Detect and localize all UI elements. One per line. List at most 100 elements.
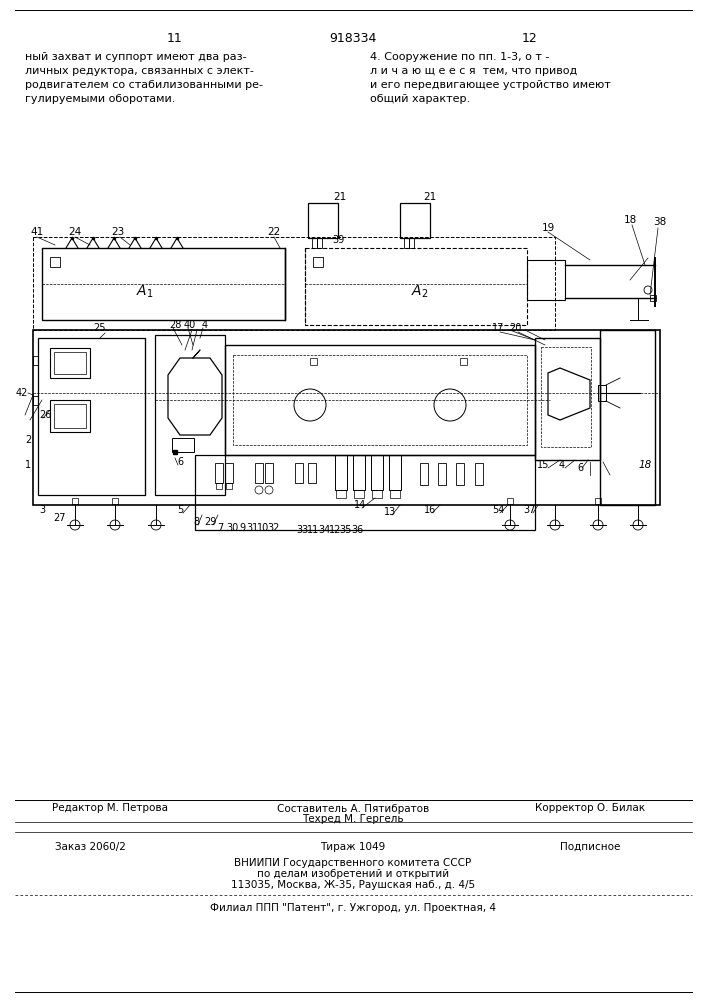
Text: 1: 1	[25, 460, 31, 470]
Bar	[172, 438, 194, 452]
Text: 4: 4	[559, 460, 565, 470]
Text: 39: 39	[332, 235, 344, 245]
Bar	[33, 237, 555, 330]
Bar	[33, 356, 38, 365]
Text: Тираж 1049: Тираж 1049	[320, 842, 385, 852]
Text: 11: 11	[307, 525, 319, 535]
Bar	[308, 203, 338, 238]
Bar	[312, 238, 322, 248]
Text: 13: 13	[384, 507, 396, 517]
Text: 18: 18	[638, 460, 652, 470]
Text: Филиал ППП "Патент", г. Ужгород, ул. Проектная, 4: Филиал ППП "Патент", г. Ужгород, ул. Про…	[210, 903, 496, 913]
Bar	[54, 404, 86, 428]
Bar	[541, 347, 591, 447]
Bar	[527, 260, 565, 300]
Bar	[295, 463, 303, 483]
Text: ВНИИПИ Государственного комитета СССР: ВНИИПИ Государственного комитета СССР	[235, 858, 472, 868]
Bar	[50, 348, 90, 378]
Bar	[460, 358, 467, 365]
Text: 32: 32	[268, 523, 280, 533]
Text: Корректор О. Билак: Корректор О. Билак	[535, 803, 645, 813]
Bar	[38, 338, 145, 495]
Text: 8: 8	[193, 517, 199, 527]
Bar	[54, 352, 86, 374]
Text: по делам изобретений и открытий: по делам изобретений и открытий	[257, 869, 449, 879]
Text: 29: 29	[204, 517, 216, 527]
Bar	[33, 396, 38, 405]
Text: Составитель А. Пятибратов: Составитель А. Пятибратов	[277, 804, 429, 814]
Bar	[390, 490, 400, 498]
Text: 33: 33	[296, 525, 308, 535]
Bar	[255, 463, 263, 483]
Bar	[155, 335, 225, 495]
Bar	[225, 463, 233, 483]
Text: 4: 4	[202, 320, 208, 330]
Text: 35: 35	[340, 525, 352, 535]
Text: ный захват и суппорт имеют два раз-
личных редуктора, связанных с элект-
родвига: ный захват и суппорт имеют два раз- личн…	[25, 52, 263, 104]
Text: 21: 21	[334, 192, 346, 202]
Text: Техред М. Гергель: Техред М. Гергель	[302, 814, 404, 824]
Text: 41: 41	[30, 227, 44, 237]
Text: 4. Сооружение по пп. 1-3, о т -
л и ч а ю щ е е с я  тем, что привод
и его перед: 4. Сооружение по пп. 1-3, о т - л и ч а …	[370, 52, 611, 104]
Bar	[400, 203, 430, 238]
Text: 27: 27	[54, 513, 66, 523]
Text: 9: 9	[239, 523, 245, 533]
Bar	[353, 455, 365, 490]
Text: 5: 5	[177, 505, 183, 515]
Bar	[420, 463, 428, 485]
Bar	[389, 455, 401, 490]
Text: 12: 12	[329, 525, 341, 535]
Text: 3: 3	[39, 505, 45, 515]
Bar	[507, 498, 513, 504]
Text: 30: 30	[226, 523, 238, 533]
Bar	[475, 463, 483, 485]
Bar	[265, 463, 273, 483]
Bar	[216, 483, 222, 489]
Text: 28: 28	[169, 320, 181, 330]
Bar	[600, 330, 655, 505]
Bar	[313, 257, 323, 267]
Text: $A_1$: $A_1$	[136, 284, 153, 300]
Bar	[335, 455, 347, 490]
Text: 36: 36	[351, 525, 363, 535]
Text: 18: 18	[624, 215, 636, 225]
Text: 26: 26	[39, 410, 51, 420]
Bar	[371, 455, 383, 490]
Text: 16: 16	[424, 505, 436, 515]
Text: 12: 12	[522, 32, 538, 45]
Text: 21: 21	[423, 192, 437, 202]
Text: 918334: 918334	[329, 32, 377, 45]
Text: 14: 14	[354, 500, 366, 510]
Text: 20: 20	[509, 323, 521, 333]
Bar	[226, 483, 232, 489]
Bar	[42, 248, 285, 320]
Bar	[233, 355, 527, 445]
Bar	[310, 358, 317, 365]
Text: $A_2$: $A_2$	[411, 284, 428, 300]
Text: 54: 54	[492, 505, 504, 515]
Text: Заказ 2060/2: Заказ 2060/2	[54, 842, 125, 852]
Text: 31: 31	[246, 523, 258, 533]
Text: 37: 37	[524, 505, 536, 515]
Bar	[404, 238, 414, 248]
Bar	[535, 338, 600, 460]
Text: 24: 24	[69, 227, 81, 237]
Bar	[50, 400, 90, 432]
Bar	[438, 463, 446, 485]
Text: Подписное: Подписное	[560, 842, 620, 852]
Bar	[456, 463, 464, 485]
Text: 113035, Москва, Ж-35, Раушская наб., д. 4/5: 113035, Москва, Ж-35, Раушская наб., д. …	[231, 880, 475, 890]
Text: 40: 40	[184, 320, 196, 330]
Text: Редактор М. Петрова: Редактор М. Петрова	[52, 803, 168, 813]
Bar	[195, 455, 535, 530]
Text: 19: 19	[542, 223, 554, 233]
Bar	[112, 498, 118, 504]
Text: 38: 38	[653, 217, 667, 227]
Text: 2: 2	[25, 435, 31, 445]
Bar	[225, 345, 535, 455]
Text: 34: 34	[318, 525, 330, 535]
Bar	[50, 257, 60, 267]
Bar	[308, 463, 316, 483]
Text: 25: 25	[94, 323, 106, 333]
Text: 6: 6	[177, 457, 183, 467]
